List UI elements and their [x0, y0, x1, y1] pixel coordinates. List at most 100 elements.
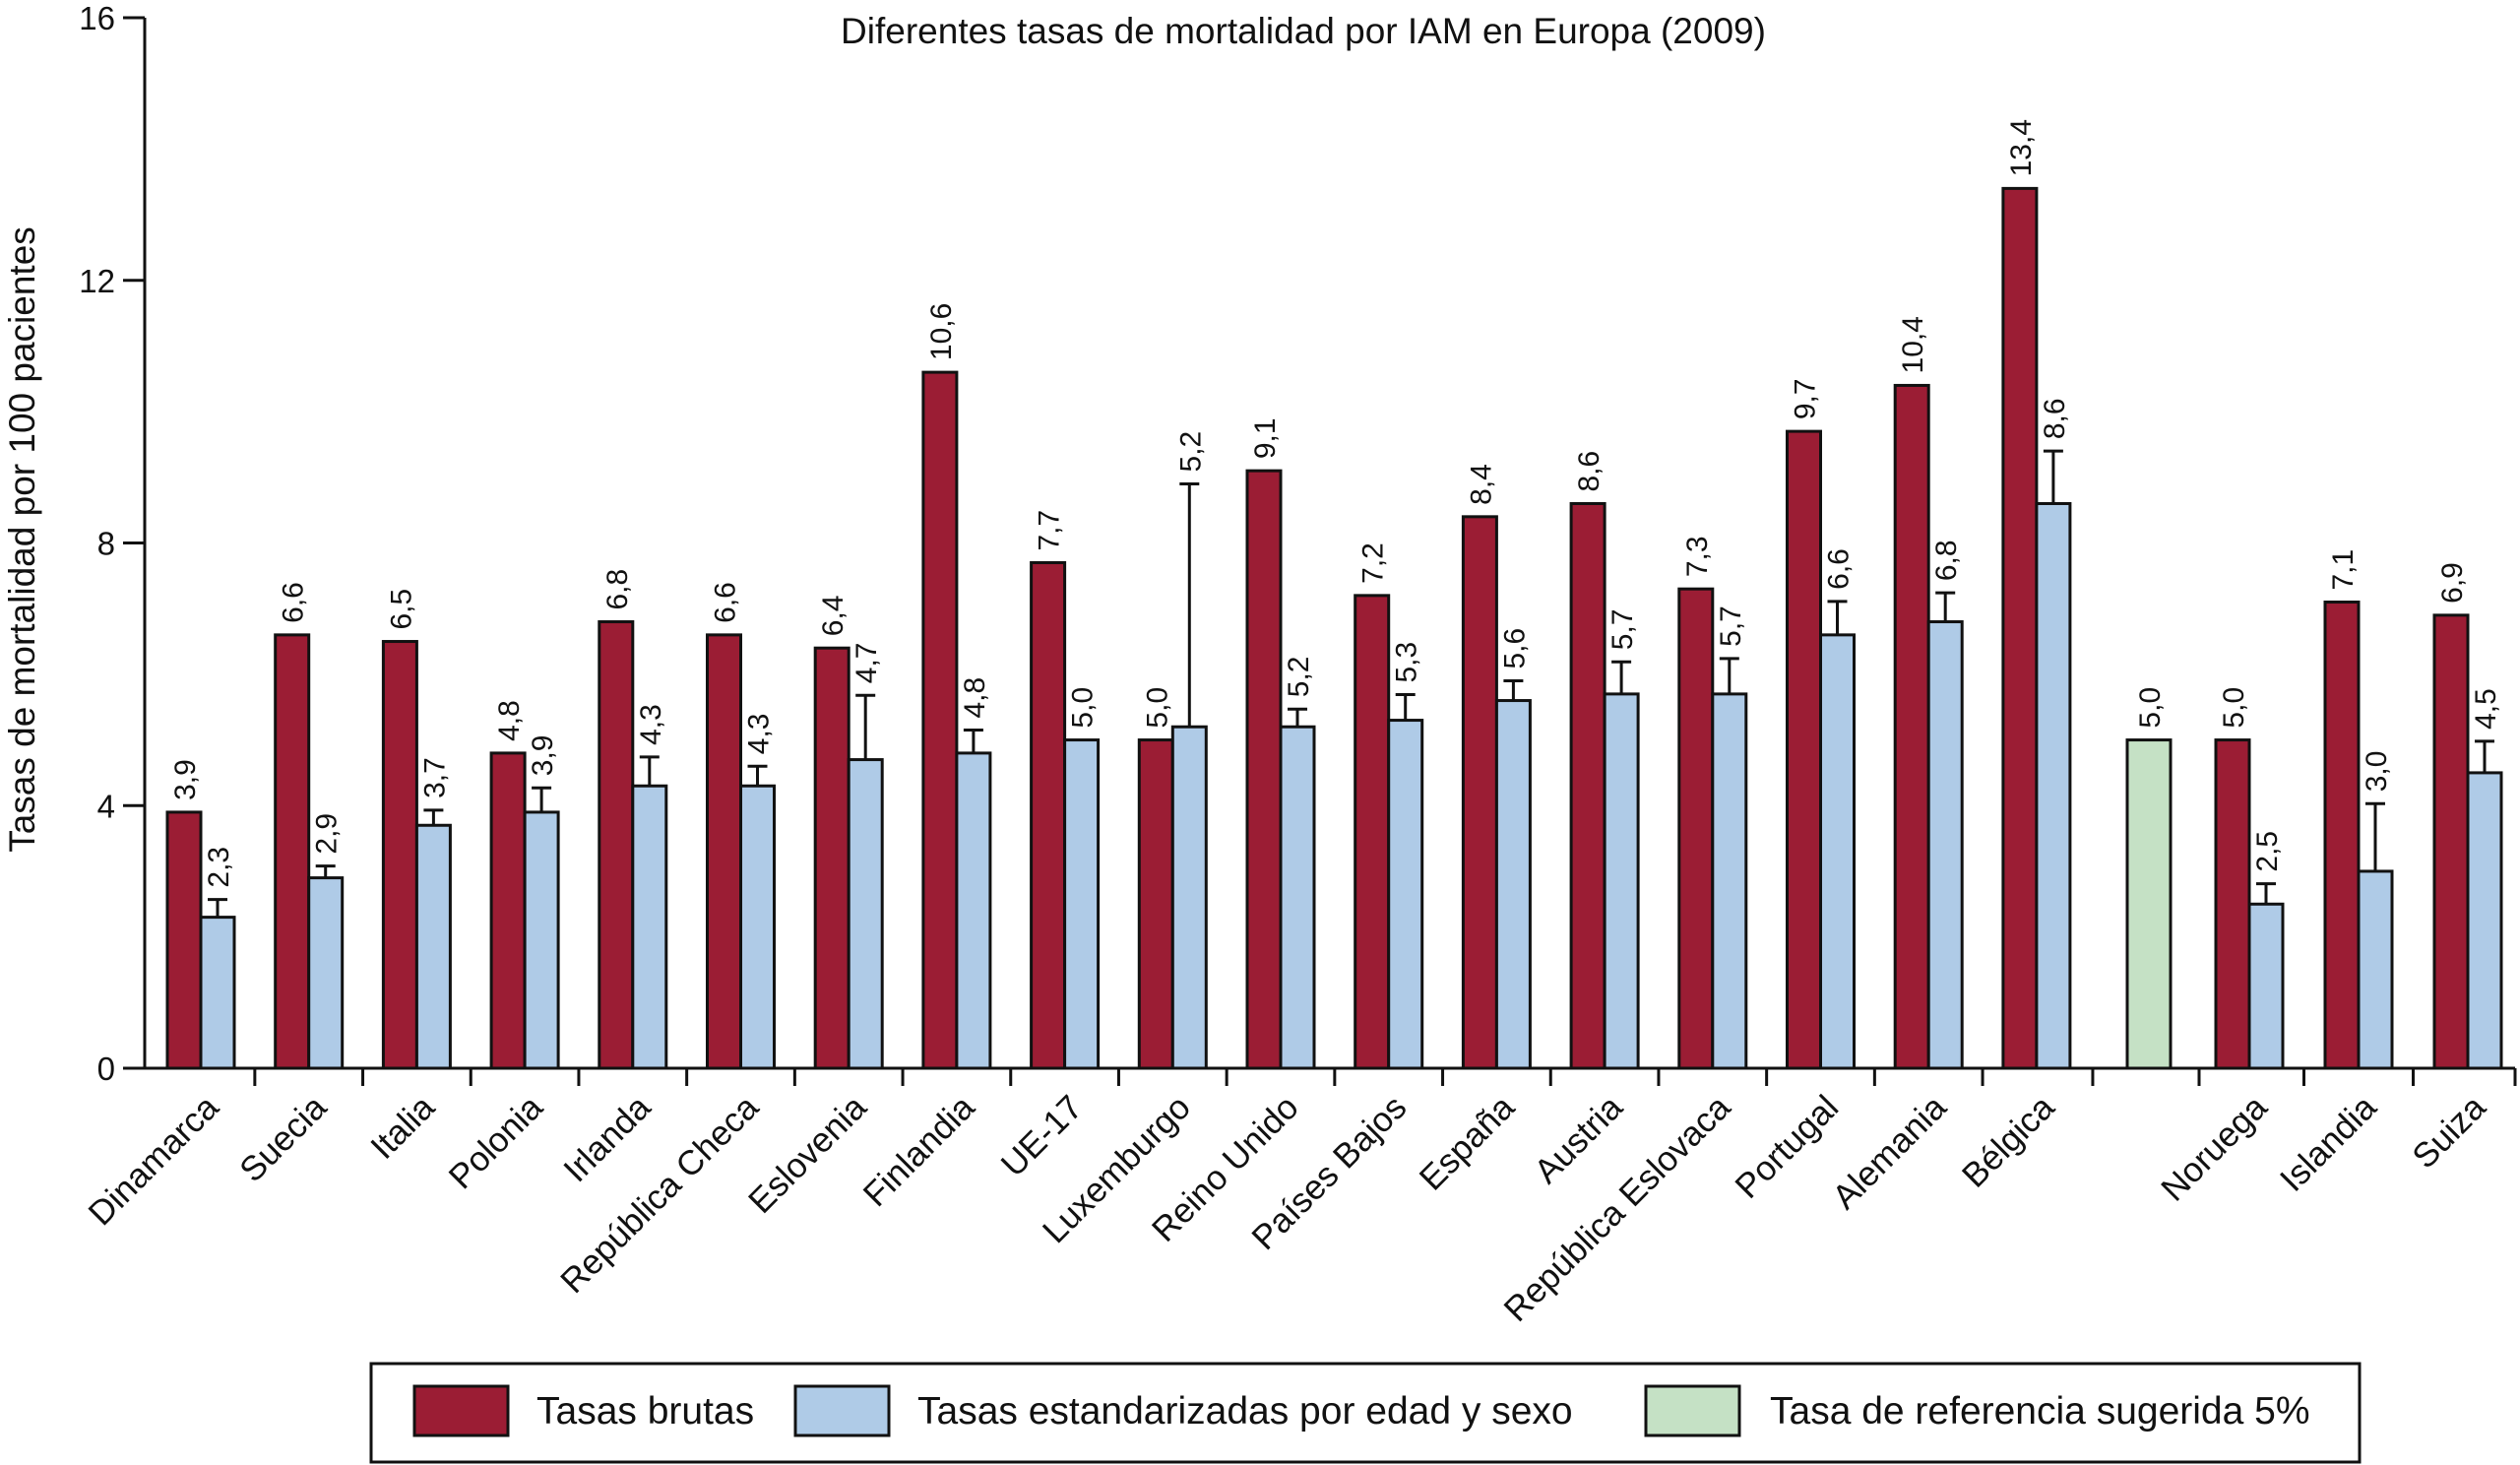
- x-tick-label: Eslovenia: [741, 1088, 874, 1221]
- data-label-tasas-brutas: 7,2: [1357, 542, 1390, 584]
- bar-tasas-estandarizadas: [955, 751, 992, 1070]
- x-tick-label: Finlandia: [856, 1088, 982, 1214]
- data-label-tasas-estandarizadas: 2,9: [311, 813, 344, 855]
- bar-tasas-estandarizadas: [1926, 620, 1964, 1070]
- bar-tasas-estandarizadas: [1170, 725, 1208, 1070]
- data-label-tasas-brutas: 8,4: [1465, 464, 1497, 505]
- data-label-tasas-estandarizadas: 8,6: [2039, 398, 2071, 439]
- data-label-tasas-estandarizadas: 4,8: [959, 677, 991, 719]
- bar-tasas-estandarizadas: [847, 758, 884, 1070]
- bar-tasas-brutas: [1893, 383, 1930, 1070]
- bar-tasas-brutas: [165, 810, 203, 1070]
- plot-area: 0 4 8 12 16 3,9 2,3 Dinamarca 6,6 2,9 Suecia 6,5 3,7…: [79, 0, 2517, 1329]
- bar-tasas-brutas: [921, 370, 959, 1070]
- y-axis-label: Tasas de mortalidad por 100 pacientes: [2, 226, 42, 853]
- bar-tasas-brutas: [1137, 738, 1174, 1070]
- x-tick-label: Suecia: [232, 1088, 335, 1190]
- data-label-tasas-estandarizadas: 5,7: [1606, 608, 1639, 650]
- x-tick-label: Austria: [1527, 1088, 1630, 1191]
- bar-tasas-estandarizadas: [2357, 869, 2394, 1070]
- data-label-tasas-estandarizadas: 3,9: [527, 735, 559, 777]
- legend-label-brutas: Tasas brutas: [536, 1390, 754, 1433]
- bar-tasas-brutas: [2214, 738, 2251, 1070]
- legend-label-estandarizadas: Tasas estandarizadas por edad y sexo: [917, 1390, 1573, 1433]
- data-label-tasas-estandarizadas: 6,8: [1930, 540, 1963, 581]
- data-label-tasas-estandarizadas: 3,0: [2361, 751, 2393, 793]
- data-label-tasas-brutas: 4,8: [493, 700, 526, 741]
- data-label-tasas-estandarizadas: 3,7: [418, 757, 451, 798]
- bar-tasas-estandarizadas: [307, 876, 345, 1070]
- data-label-tasa-referencia: 5,0: [2134, 687, 2167, 729]
- data-label-tasas-estandarizadas: 5,2: [1174, 431, 1207, 473]
- y-tick-label: 16: [79, 0, 115, 36]
- data-label-tasas-brutas: 10,4: [1897, 316, 1929, 373]
- legend-label-referencia: Tasa de referencia sugerida 5%: [1770, 1390, 2310, 1433]
- bar-tasas-estandarizadas: [2247, 902, 2285, 1070]
- bar-tasas-brutas: [813, 646, 850, 1070]
- x-tick-label: Dinamarca: [81, 1088, 226, 1234]
- y-tick-label: 4: [97, 788, 115, 824]
- bar-tasas-estandarizadas: [2466, 771, 2503, 1070]
- data-label-tasas-brutas: 7,3: [1681, 536, 1714, 577]
- data-label-tasas-estandarizadas: 4,5: [2470, 688, 2502, 730]
- data-label-tasas-brutas: 6,5: [385, 589, 417, 630]
- bar-tasas-brutas: [598, 620, 635, 1070]
- legend-swatch-brutas: [412, 1384, 510, 1437]
- bar-tasas-estandarizadas: [523, 810, 560, 1070]
- bar-tasas-estandarizadas: [1063, 738, 1101, 1070]
- bar-tasas-estandarizadas: [414, 823, 452, 1070]
- bar-tasas-brutas: [489, 751, 527, 1070]
- x-tick-label: Islandia: [2273, 1088, 2384, 1199]
- x-tick-label: España: [1413, 1088, 1523, 1198]
- data-label-tasas-brutas: 5,0: [2218, 687, 2250, 729]
- chart-title: Diferentes tasas de mortalidad por IAM e…: [841, 11, 1766, 51]
- data-label-tasas-estandarizadas: 5,0: [1067, 687, 1100, 729]
- data-label-tasas-brutas: 8,6: [1573, 451, 1606, 492]
- data-label-tasas-brutas: 6,6: [710, 582, 742, 623]
- data-label-tasas-brutas: 9,7: [1790, 378, 1822, 419]
- x-tick-label: Bélgica: [1955, 1088, 2062, 1195]
- bar-tasa-referencia: [2125, 738, 2173, 1070]
- bar-tasas-estandarizadas: [1711, 692, 1748, 1070]
- bar-tasas-brutas: [1461, 515, 1498, 1070]
- y-tick-label: 8: [97, 526, 115, 562]
- data-label-tasas-brutas: 10,6: [925, 303, 958, 360]
- x-tick-label: UE-17: [994, 1088, 1091, 1184]
- bar-tasas-estandarizadas: [1279, 725, 1316, 1070]
- bar-tasas-brutas: [274, 633, 311, 1070]
- data-label-tasas-brutas: 7,1: [2327, 549, 2360, 591]
- bar-tasas-estandarizadas: [739, 784, 776, 1070]
- data-label-tasas-estandarizadas: 5,6: [1498, 628, 1531, 669]
- x-tick-label: Polonia: [442, 1088, 551, 1197]
- legend-swatch-estandarizadas: [793, 1384, 891, 1437]
- bar-tasas-brutas: [1786, 429, 1822, 1070]
- data-label-tasas-estandarizadas: 2,5: [2251, 831, 2284, 872]
- bar-tasas-estandarizadas: [1603, 692, 1640, 1070]
- bar-tasas-brutas: [2323, 601, 2361, 1070]
- data-label-tasas-brutas: 13,4: [2005, 119, 2038, 176]
- data-label-tasas-estandarizadas: 4,3: [743, 714, 776, 755]
- x-tick-label: Alemania: [1825, 1088, 1954, 1217]
- data-label-tasas-brutas: 9,1: [1249, 417, 1282, 459]
- x-tick-label: Noruega: [2154, 1088, 2275, 1209]
- bar-tasas-brutas: [1354, 594, 1391, 1070]
- data-label-tasas-estandarizadas: 4,3: [635, 704, 667, 745]
- y-tick-label: 12: [79, 263, 115, 299]
- data-label-tasas-estandarizadas: 5,2: [1283, 657, 1315, 698]
- bar-tasas-brutas: [2432, 613, 2470, 1070]
- x-tick-label: República Checa: [553, 1088, 766, 1301]
- legend-swatch-referencia: [1644, 1384, 1741, 1437]
- data-label-tasas-estandarizadas: 4,7: [850, 642, 883, 683]
- data-label-tasas-brutas: 5,0: [1141, 687, 1173, 729]
- bar-tasas-estandarizadas: [1819, 633, 1856, 1070]
- x-tick-label: Italia: [363, 1088, 442, 1167]
- bar-tasas-estandarizadas: [1494, 699, 1532, 1070]
- bar-tasas-brutas: [381, 640, 418, 1070]
- y-tick-label: 0: [97, 1051, 115, 1087]
- bar-tasas-brutas: [1030, 561, 1067, 1070]
- bar-tasas-estandarizadas: [1387, 719, 1424, 1070]
- data-label-tasas-brutas: 6,4: [817, 595, 850, 636]
- bar-tasas-brutas: [1677, 587, 1715, 1070]
- x-tick-label: Suiza: [2405, 1088, 2493, 1177]
